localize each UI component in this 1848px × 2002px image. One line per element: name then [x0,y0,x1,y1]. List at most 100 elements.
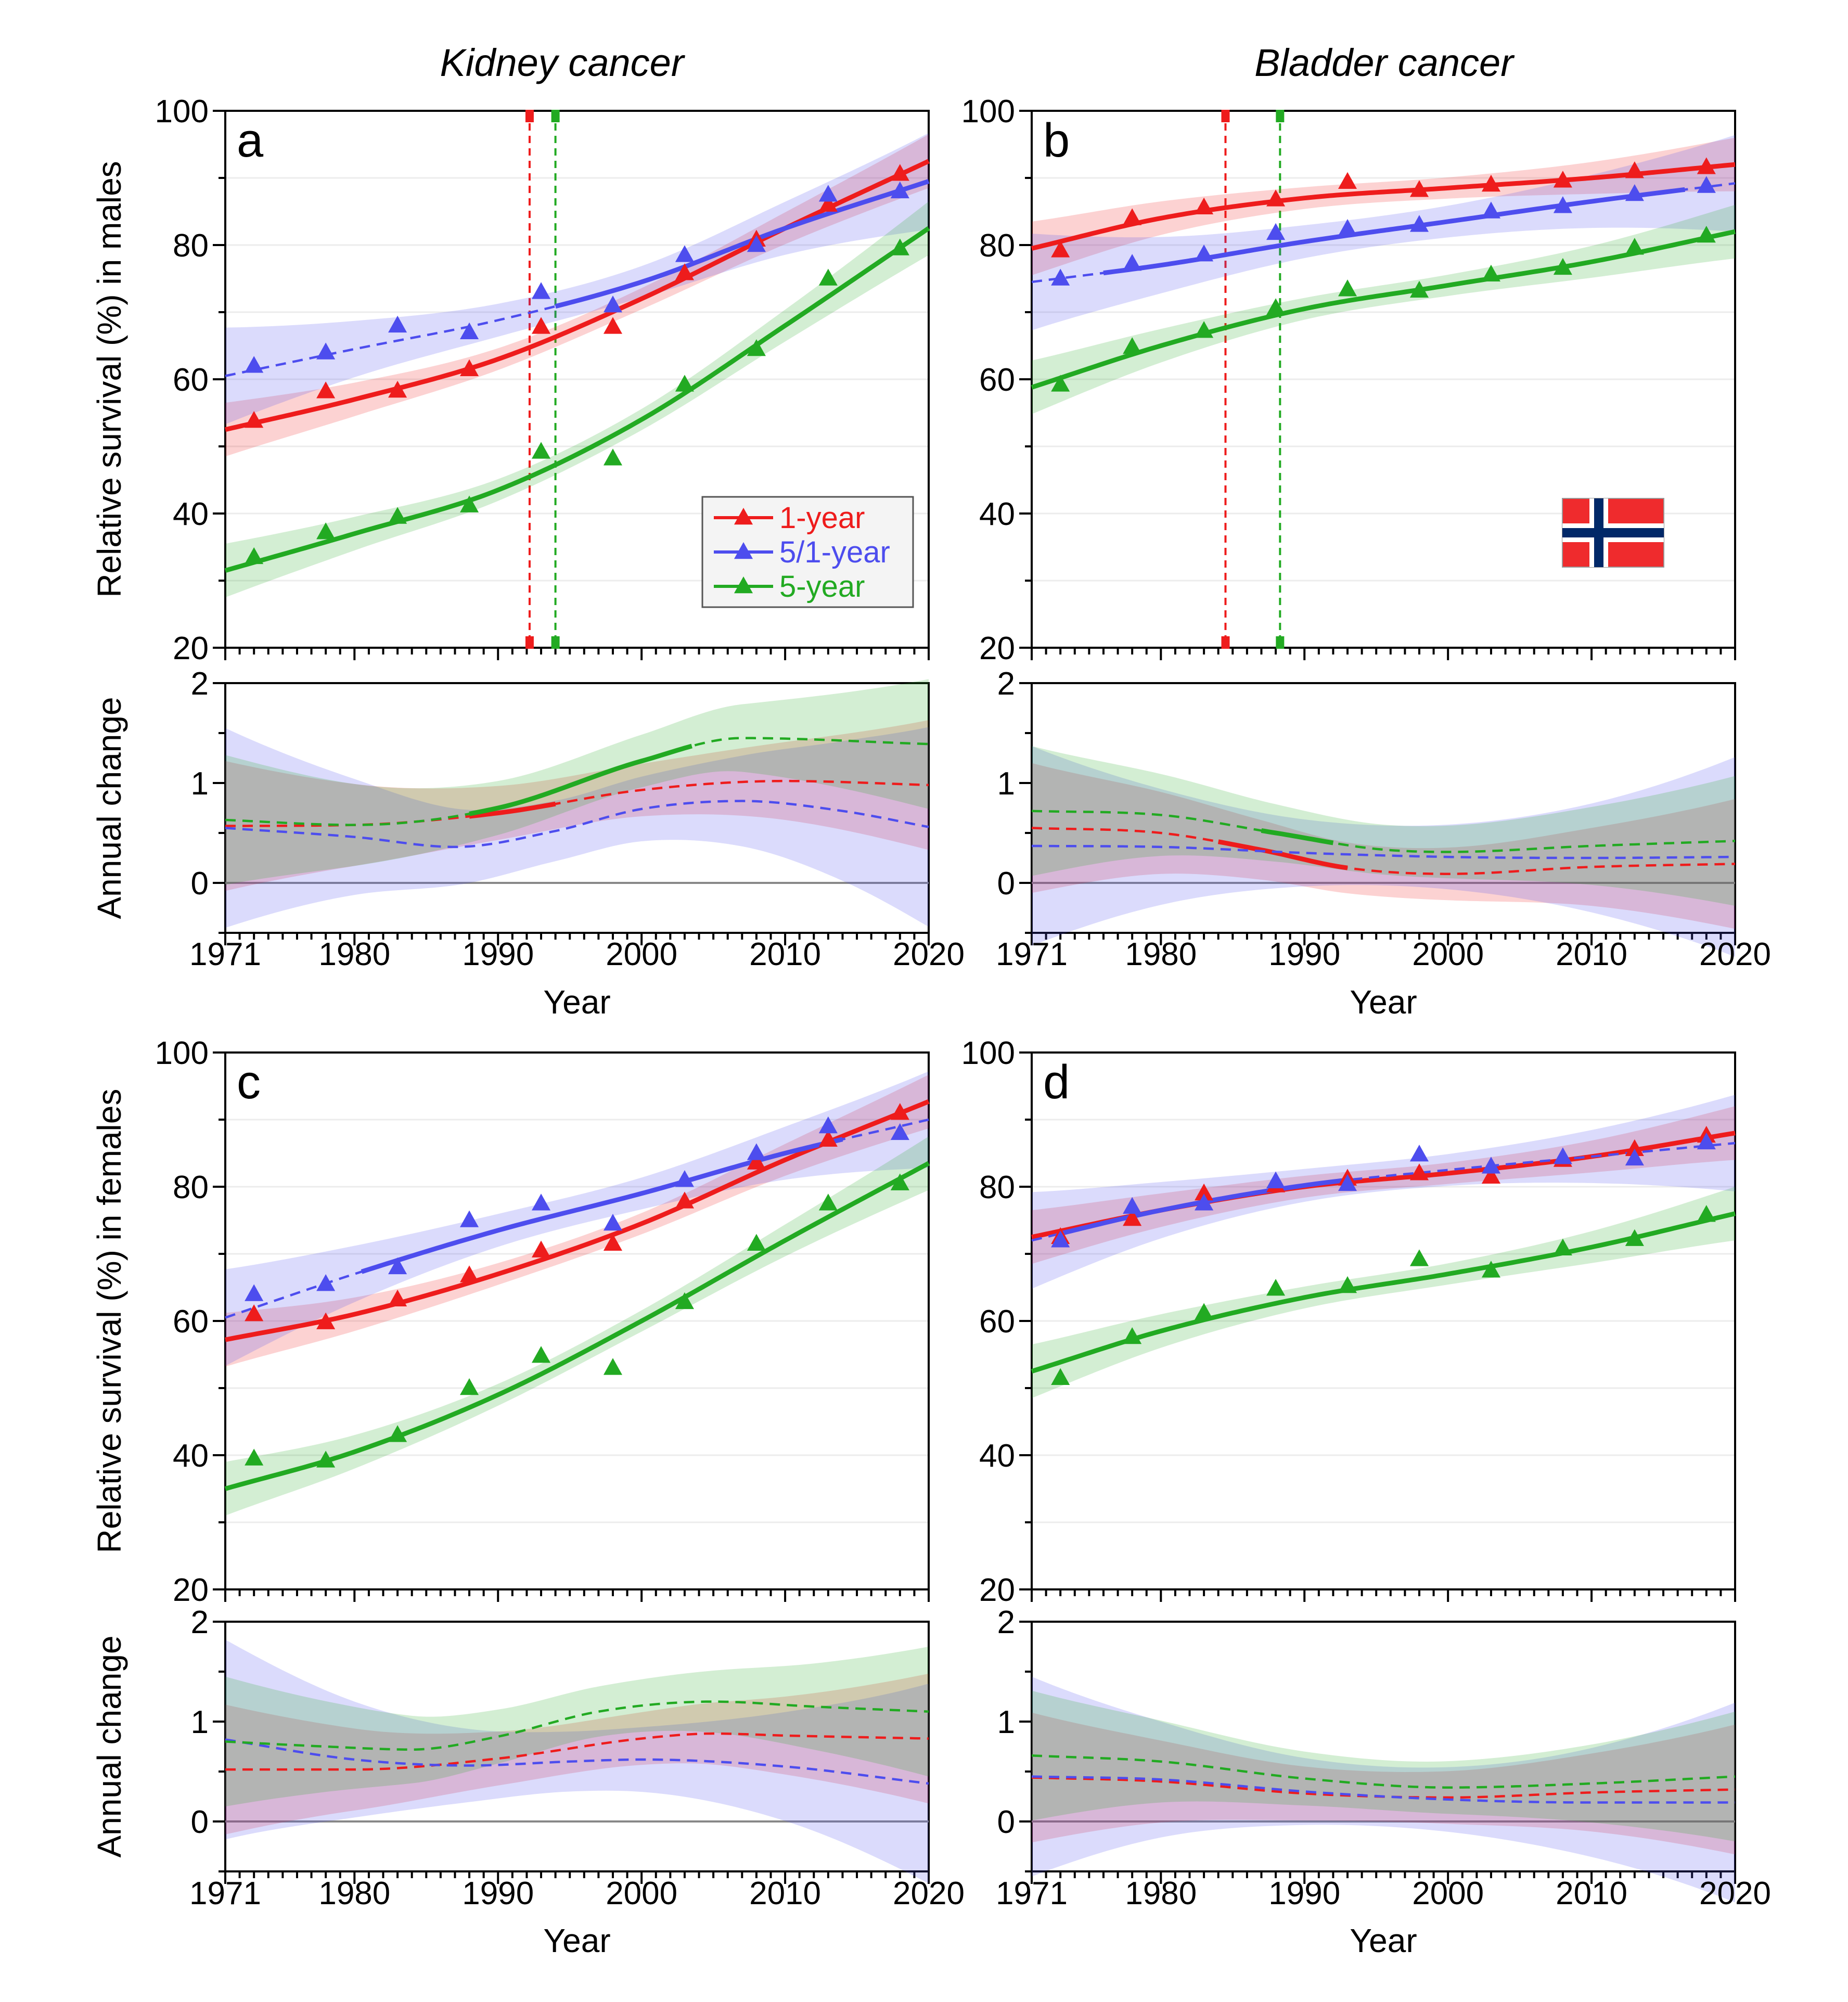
data-point-5-1-year [531,282,551,299]
data-point-5-year [1481,1261,1500,1278]
y-tick-label: 20 [979,631,1015,666]
x-tick-label: 1971 [189,936,261,972]
solid-line-1-year [1031,162,1736,251]
data-point-5-year [245,547,264,564]
y-tick-label: 0 [997,1804,1015,1840]
y-tick-label: 0 [191,866,209,902]
data-point-1-year [675,263,694,280]
data-point-1-year [388,1289,407,1307]
data-point-5-1-year [747,1143,766,1160]
data-point-5-1-year [316,1274,336,1291]
solid-line-1-year [1217,839,1348,870]
x-tick-label: 2000 [606,936,677,972]
y-tick-label: 1 [191,766,209,802]
data-point-5-1-year [603,296,623,313]
data-point-5-year [1625,1229,1644,1246]
y-tick-label: 100 [961,1035,1015,1071]
breakpoint-marker-bottom [1276,636,1285,649]
data-point-5-year [747,339,766,356]
x-tick-label: 2010 [1556,1876,1627,1911]
data-point-5-year [1409,1249,1429,1266]
y-tick-label: 80 [173,228,209,264]
data-point-5-1-year [818,1116,838,1134]
y-tick-label: 100 [155,1035,209,1071]
data-point-5-year [818,268,838,286]
plot-frame-b-bottom [1031,682,1736,934]
data-point-5-1-year [1266,223,1286,240]
data-point-5-1-year [1051,268,1070,286]
data-point-5-year [818,1194,838,1211]
y-tick-label: 60 [173,362,209,398]
y-tick-label: 20 [979,1572,1015,1608]
data-point-5-1-year [1051,1230,1070,1248]
data-point-5-1-year [675,1170,694,1187]
data-point-5-year [1481,264,1500,282]
data-point-1-year [245,410,264,428]
x-tick-label: 1971 [996,1876,1068,1911]
data-point-5-1-year [1553,196,1572,213]
panel-b: 20 40 60 80 100 b 0 1 2 1971 1980 1990 2000 2010 2020 Y… [961,94,1771,1021]
legend-label-5-year: 5-year [779,570,865,604]
y-axis-title: Annual change [91,697,128,919]
data-point-5-1-year [245,1284,264,1301]
data-point-1-year [675,1191,694,1209]
solid-line-5-year [1031,229,1736,390]
bladder-cancer-title: Bladder cancer [1254,41,1513,84]
y-tick-label: 60 [979,362,1015,398]
breakpoint-marker-top [525,110,534,122]
breakpoint-marker-top [1276,110,1285,122]
data-point-5-year [1338,279,1357,297]
data-point-1-year [890,164,909,181]
data-point-5-year [245,1448,264,1466]
norway-flag-icon [1562,498,1664,568]
x-tick-label: 2020 [1699,936,1771,972]
x-axis-title: Year [1350,1922,1417,1959]
data-point-5-1-year [675,245,694,262]
data-point-5-year [890,238,909,255]
data-point-1-year [1409,180,1429,197]
x-axis-title: Year [543,983,610,1021]
x-tick-label: 1980 [1125,936,1197,972]
legend-marker-5-year [734,576,753,594]
ci-band-5-year [225,201,929,598]
panel-label-a: a [237,114,264,167]
plot-frame-a-bottom [224,682,930,934]
data-point-5-1-year [388,1257,407,1275]
ci-band-5-year [1032,1690,1735,1842]
data-point-1-year [460,1265,479,1282]
data-point-5-year [1051,375,1070,392]
panel-d: 20 40 60 80 100 d 0 1 2 1971 1980 1990 2000 2010 2020 Y… [961,1035,1771,1959]
data-point-5-1-year [818,185,838,202]
data-point-5-1-year [1625,1148,1644,1166]
breakpoint-marker-top [1221,110,1230,122]
flag-blue-horizontal [1562,528,1664,537]
ci-band-1-year [1032,763,1735,929]
data-point-1-year [1553,171,1572,188]
data-point-1-year [316,381,336,399]
x-tick-label: 2020 [1699,1876,1771,1911]
data-point-5-1-year [316,342,336,360]
data-point-5-1-year [1697,176,1716,193]
data-point-1-year [245,1304,264,1321]
data-point-5-1-year [1266,1171,1286,1188]
data-point-1-year [747,1152,766,1170]
data-point-5-1-year [890,1123,909,1140]
data-point-5-year [316,522,336,540]
ci-band-1-year [1032,137,1735,276]
data-point-5-year [1195,321,1214,338]
data-point-5-1-year [388,315,407,333]
data-point-1-year [1409,1163,1429,1180]
data-point-1-year [603,317,623,334]
y-tick-label: 80 [979,1170,1015,1205]
ci-band-5-year [1032,204,1735,415]
ci-band-1-year [225,134,929,457]
data-point-5-year [1338,1276,1357,1293]
x-tick-label: 1971 [189,1876,261,1911]
dashed-line-5-year [1031,810,1736,853]
ci-band-5-year [1032,746,1735,906]
data-point-1-year [460,359,479,376]
data-point-1-year [1266,189,1286,207]
